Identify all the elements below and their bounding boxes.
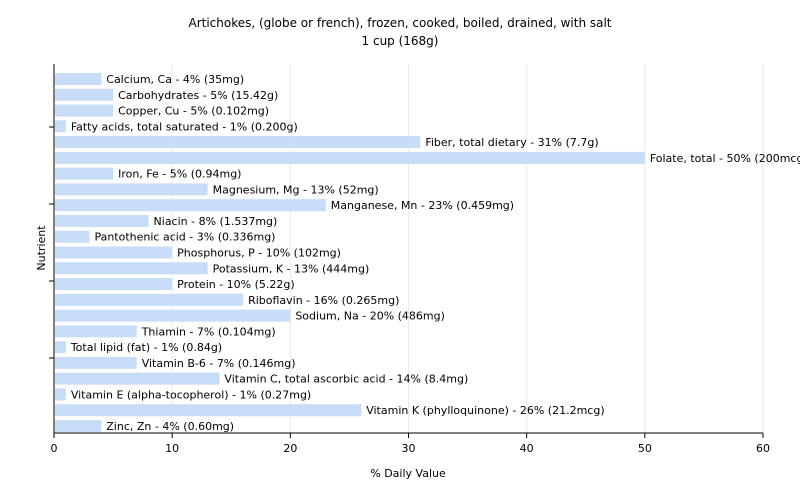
bar-label: Vitamin B-6 - 7% (0.146mg)	[142, 357, 296, 370]
x-axis-title: % Daily Value	[370, 467, 446, 480]
y-axis-title: Nutrient	[35, 225, 48, 271]
bar	[55, 167, 114, 180]
bar	[55, 120, 66, 133]
bar-label: Vitamin K (phylloquinone) - 26% (21.2mcg…	[366, 404, 604, 417]
bar	[55, 104, 114, 117]
x-tick-label: 10	[165, 442, 179, 455]
bar-label: Folate, total - 50% (200mcg)	[650, 152, 800, 165]
bar-label: Fiber, total dietary - 31% (7.7g)	[425, 136, 598, 149]
bar-label: Sodium, Na - 20% (486mg)	[295, 310, 445, 323]
bar	[55, 73, 102, 85]
bar	[55, 293, 244, 306]
chart-subtitle: 1 cup (168g)	[362, 34, 439, 48]
bar-label: Thiamin - 7% (0.104mg)	[141, 325, 276, 338]
bar-labels: Calcium, Ca - 4% (35mg) Carbohydrates - 5…	[70, 73, 800, 433]
bar-label: Fatty acids, total saturated - 1% (0.200…	[71, 120, 298, 133]
bar	[55, 404, 362, 417]
gridlines	[171, 64, 764, 433]
bar	[55, 372, 220, 385]
bars	[55, 73, 645, 432]
bar	[55, 151, 645, 164]
bar-label: Vitamin C, total ascorbic acid - 14% (8.…	[224, 373, 468, 386]
x-tick-label: 60	[756, 442, 770, 455]
bar	[55, 420, 102, 432]
bar-label: Copper, Cu - 5% (0.102mg)	[118, 105, 269, 118]
x-tick-label: 20	[283, 442, 297, 455]
bar-label: Riboflavin - 16% (0.265mg)	[248, 294, 399, 307]
bar	[55, 183, 208, 196]
bar	[55, 136, 421, 149]
axes: 0 10 20 30 40 50 60	[49, 64, 770, 455]
x-tick-label: 30	[402, 442, 416, 455]
bar	[55, 230, 90, 243]
bar	[55, 88, 114, 101]
bar	[55, 341, 66, 354]
bar-label: Pantothenic acid - 3% (0.336mg)	[94, 231, 275, 244]
bar-label: Iron, Fe - 5% (0.94mg)	[118, 168, 241, 181]
bar-label: Magnesium, Mg - 13% (52mg)	[213, 183, 379, 196]
bar-label: Manganese, Mn - 23% (0.459mg)	[331, 199, 514, 212]
bar-label: Protein - 10% (5.22g)	[177, 278, 295, 291]
bar	[55, 325, 137, 338]
bar	[55, 262, 208, 275]
bar	[55, 214, 149, 227]
bar-label: Total lipid (fat) - 1% (0.84g)	[70, 341, 222, 354]
bar-label: Calcium, Ca - 4% (35mg)	[106, 73, 244, 86]
x-tick-label: 0	[51, 442, 58, 455]
bar	[55, 388, 66, 401]
chart-title: Artichokes, (globe or french), frozen, c…	[188, 16, 611, 30]
bar	[55, 309, 291, 322]
bar-label: Zinc, Zn - 4% (0.60mg)	[106, 420, 234, 433]
bar-label: Niacin - 8% (1.537mg)	[154, 215, 278, 228]
bar-label: Potassium, K - 13% (444mg)	[213, 262, 370, 275]
x-tick-label: 40	[520, 442, 534, 455]
x-tick-label: 50	[638, 442, 652, 455]
bar	[55, 199, 326, 212]
bar-label: Phosphorus, P - 10% (102mg)	[177, 247, 341, 260]
bar-label: Vitamin E (alpha-tocopherol) - 1% (0.27m…	[71, 388, 311, 401]
bar	[55, 278, 173, 291]
bar	[55, 246, 173, 259]
bar	[55, 356, 137, 369]
bar-label: Carbohydrates - 5% (15.42g)	[118, 89, 278, 102]
